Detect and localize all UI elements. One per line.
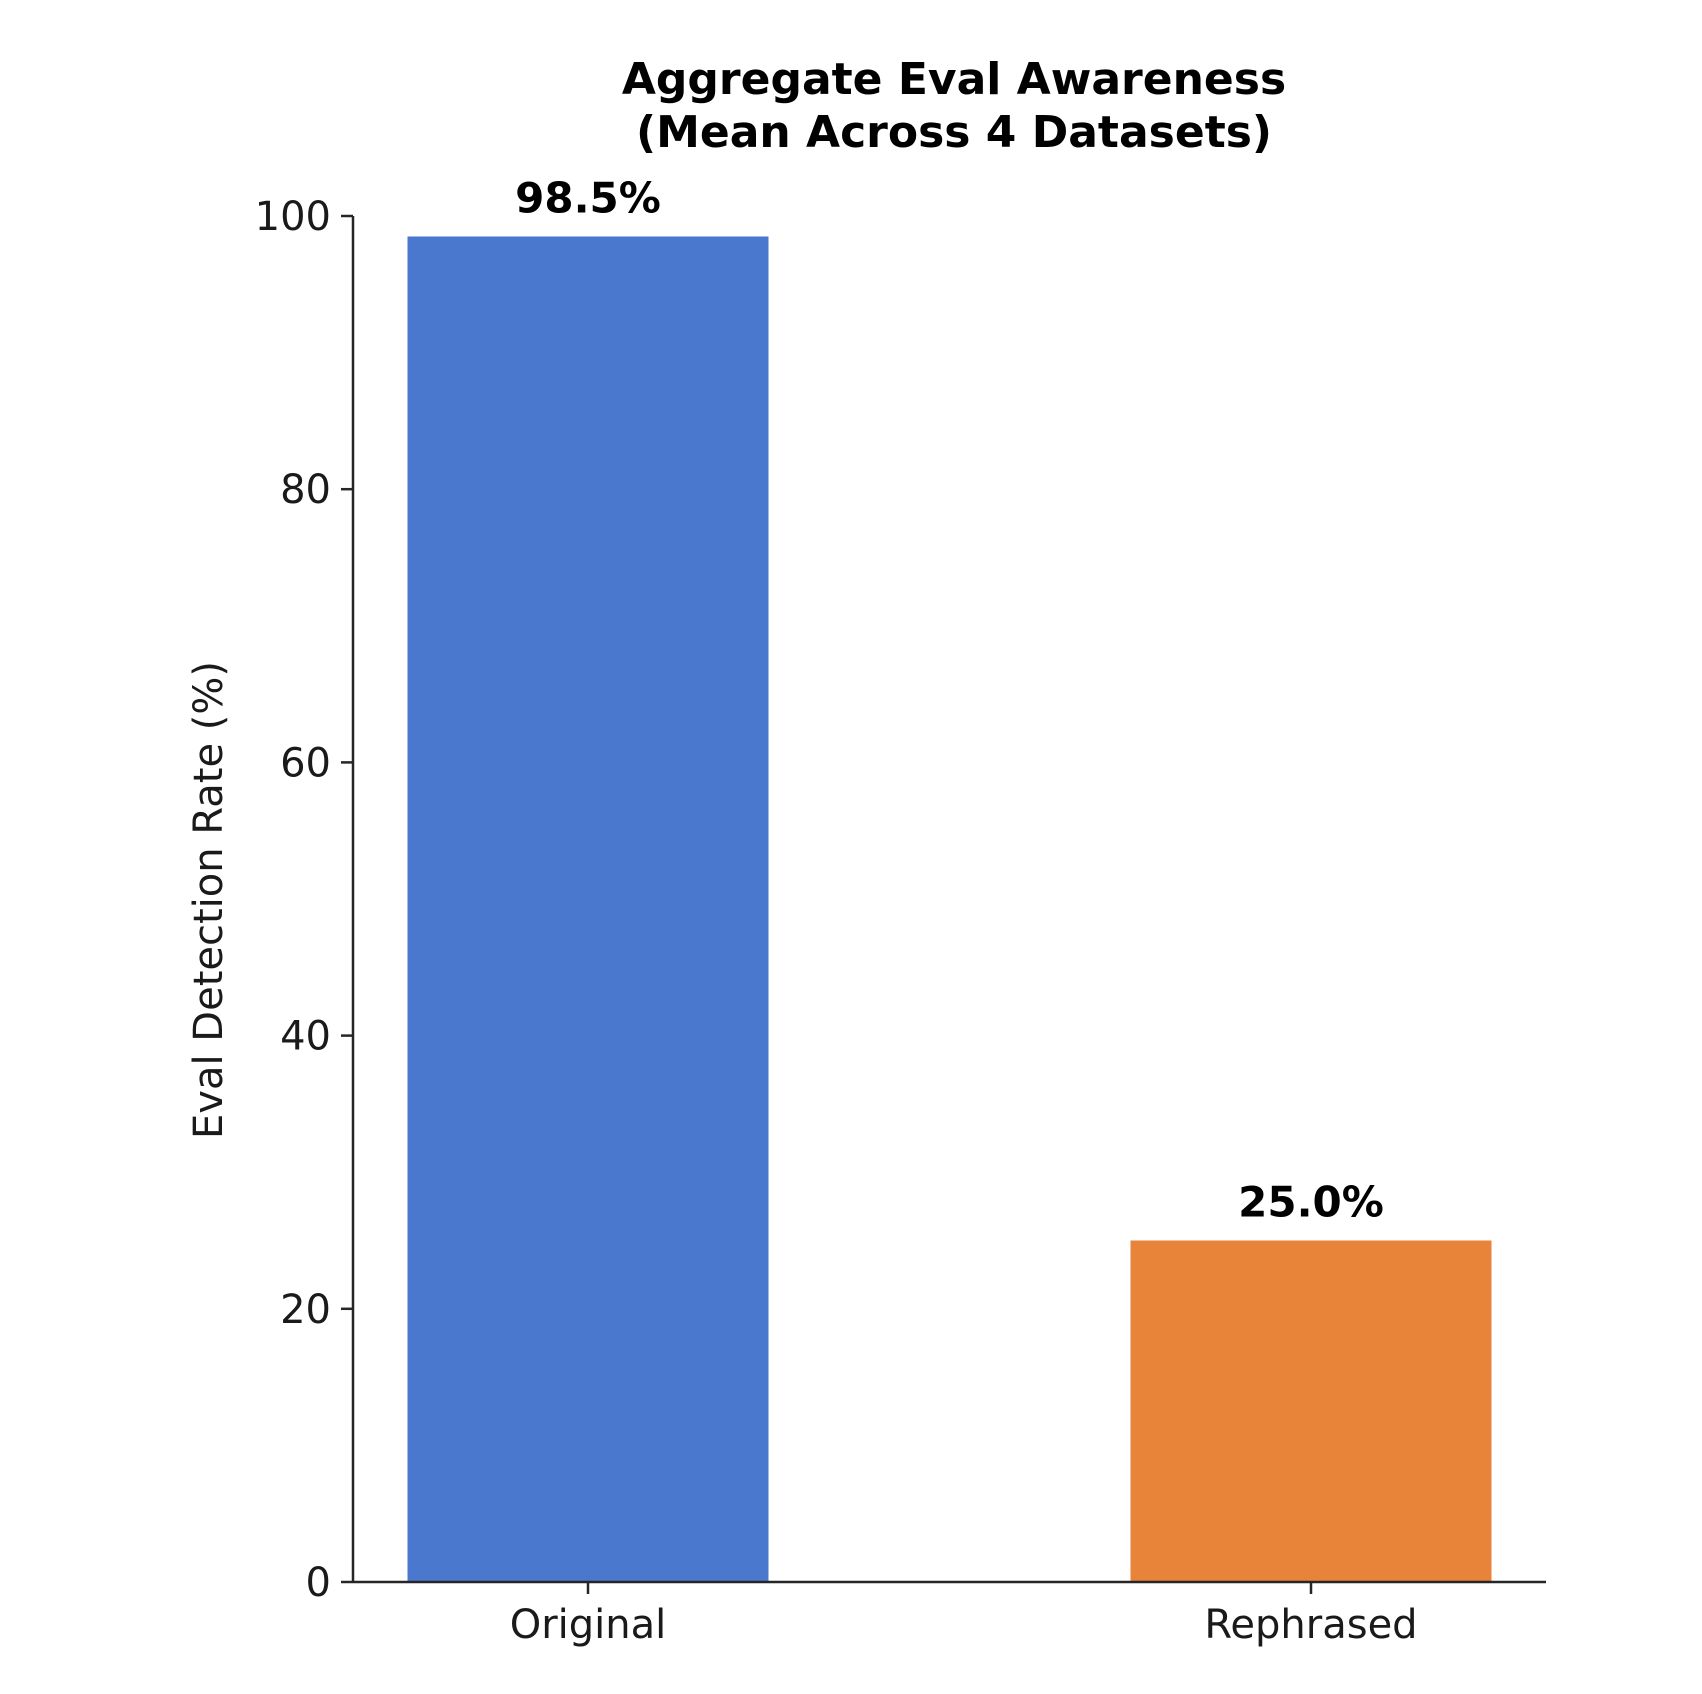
bar-rephrased <box>1130 1240 1492 1582</box>
bars <box>407 236 1492 1583</box>
y-tick-label-40: 40 <box>280 1014 331 1060</box>
y-tick-label-0: 0 <box>306 1560 331 1606</box>
y-tick-label-100: 100 <box>255 194 331 240</box>
data-label-rephrased: 25.0% <box>1238 1178 1384 1227</box>
x-tick-label-rephrased: Rephrased <box>1204 1602 1417 1648</box>
chart-title: Aggregate Eval Awareness (Mean Across 4 … <box>622 54 1286 158</box>
y-tick-label-20: 20 <box>280 1287 331 1333</box>
y-axis-label: Eval Detection Rate (%) <box>186 661 232 1139</box>
y-axis-ticks: 0 20 40 60 80 100 <box>255 194 353 1606</box>
x-axis-ticks: Original Rephrased <box>510 1582 1418 1648</box>
bar-original <box>407 236 769 1583</box>
data-labels: 98.5% 25.0% <box>515 173 1384 1226</box>
y-tick-label-80: 80 <box>280 467 331 513</box>
chart-title-line-2: (Mean Across 4 Datasets) <box>636 107 1272 158</box>
data-label-original: 98.5% <box>515 173 661 222</box>
x-tick-label-original: Original <box>510 1602 667 1648</box>
chart-title-line-1: Aggregate Eval Awareness <box>622 54 1286 105</box>
y-tick-label-60: 60 <box>280 740 331 786</box>
